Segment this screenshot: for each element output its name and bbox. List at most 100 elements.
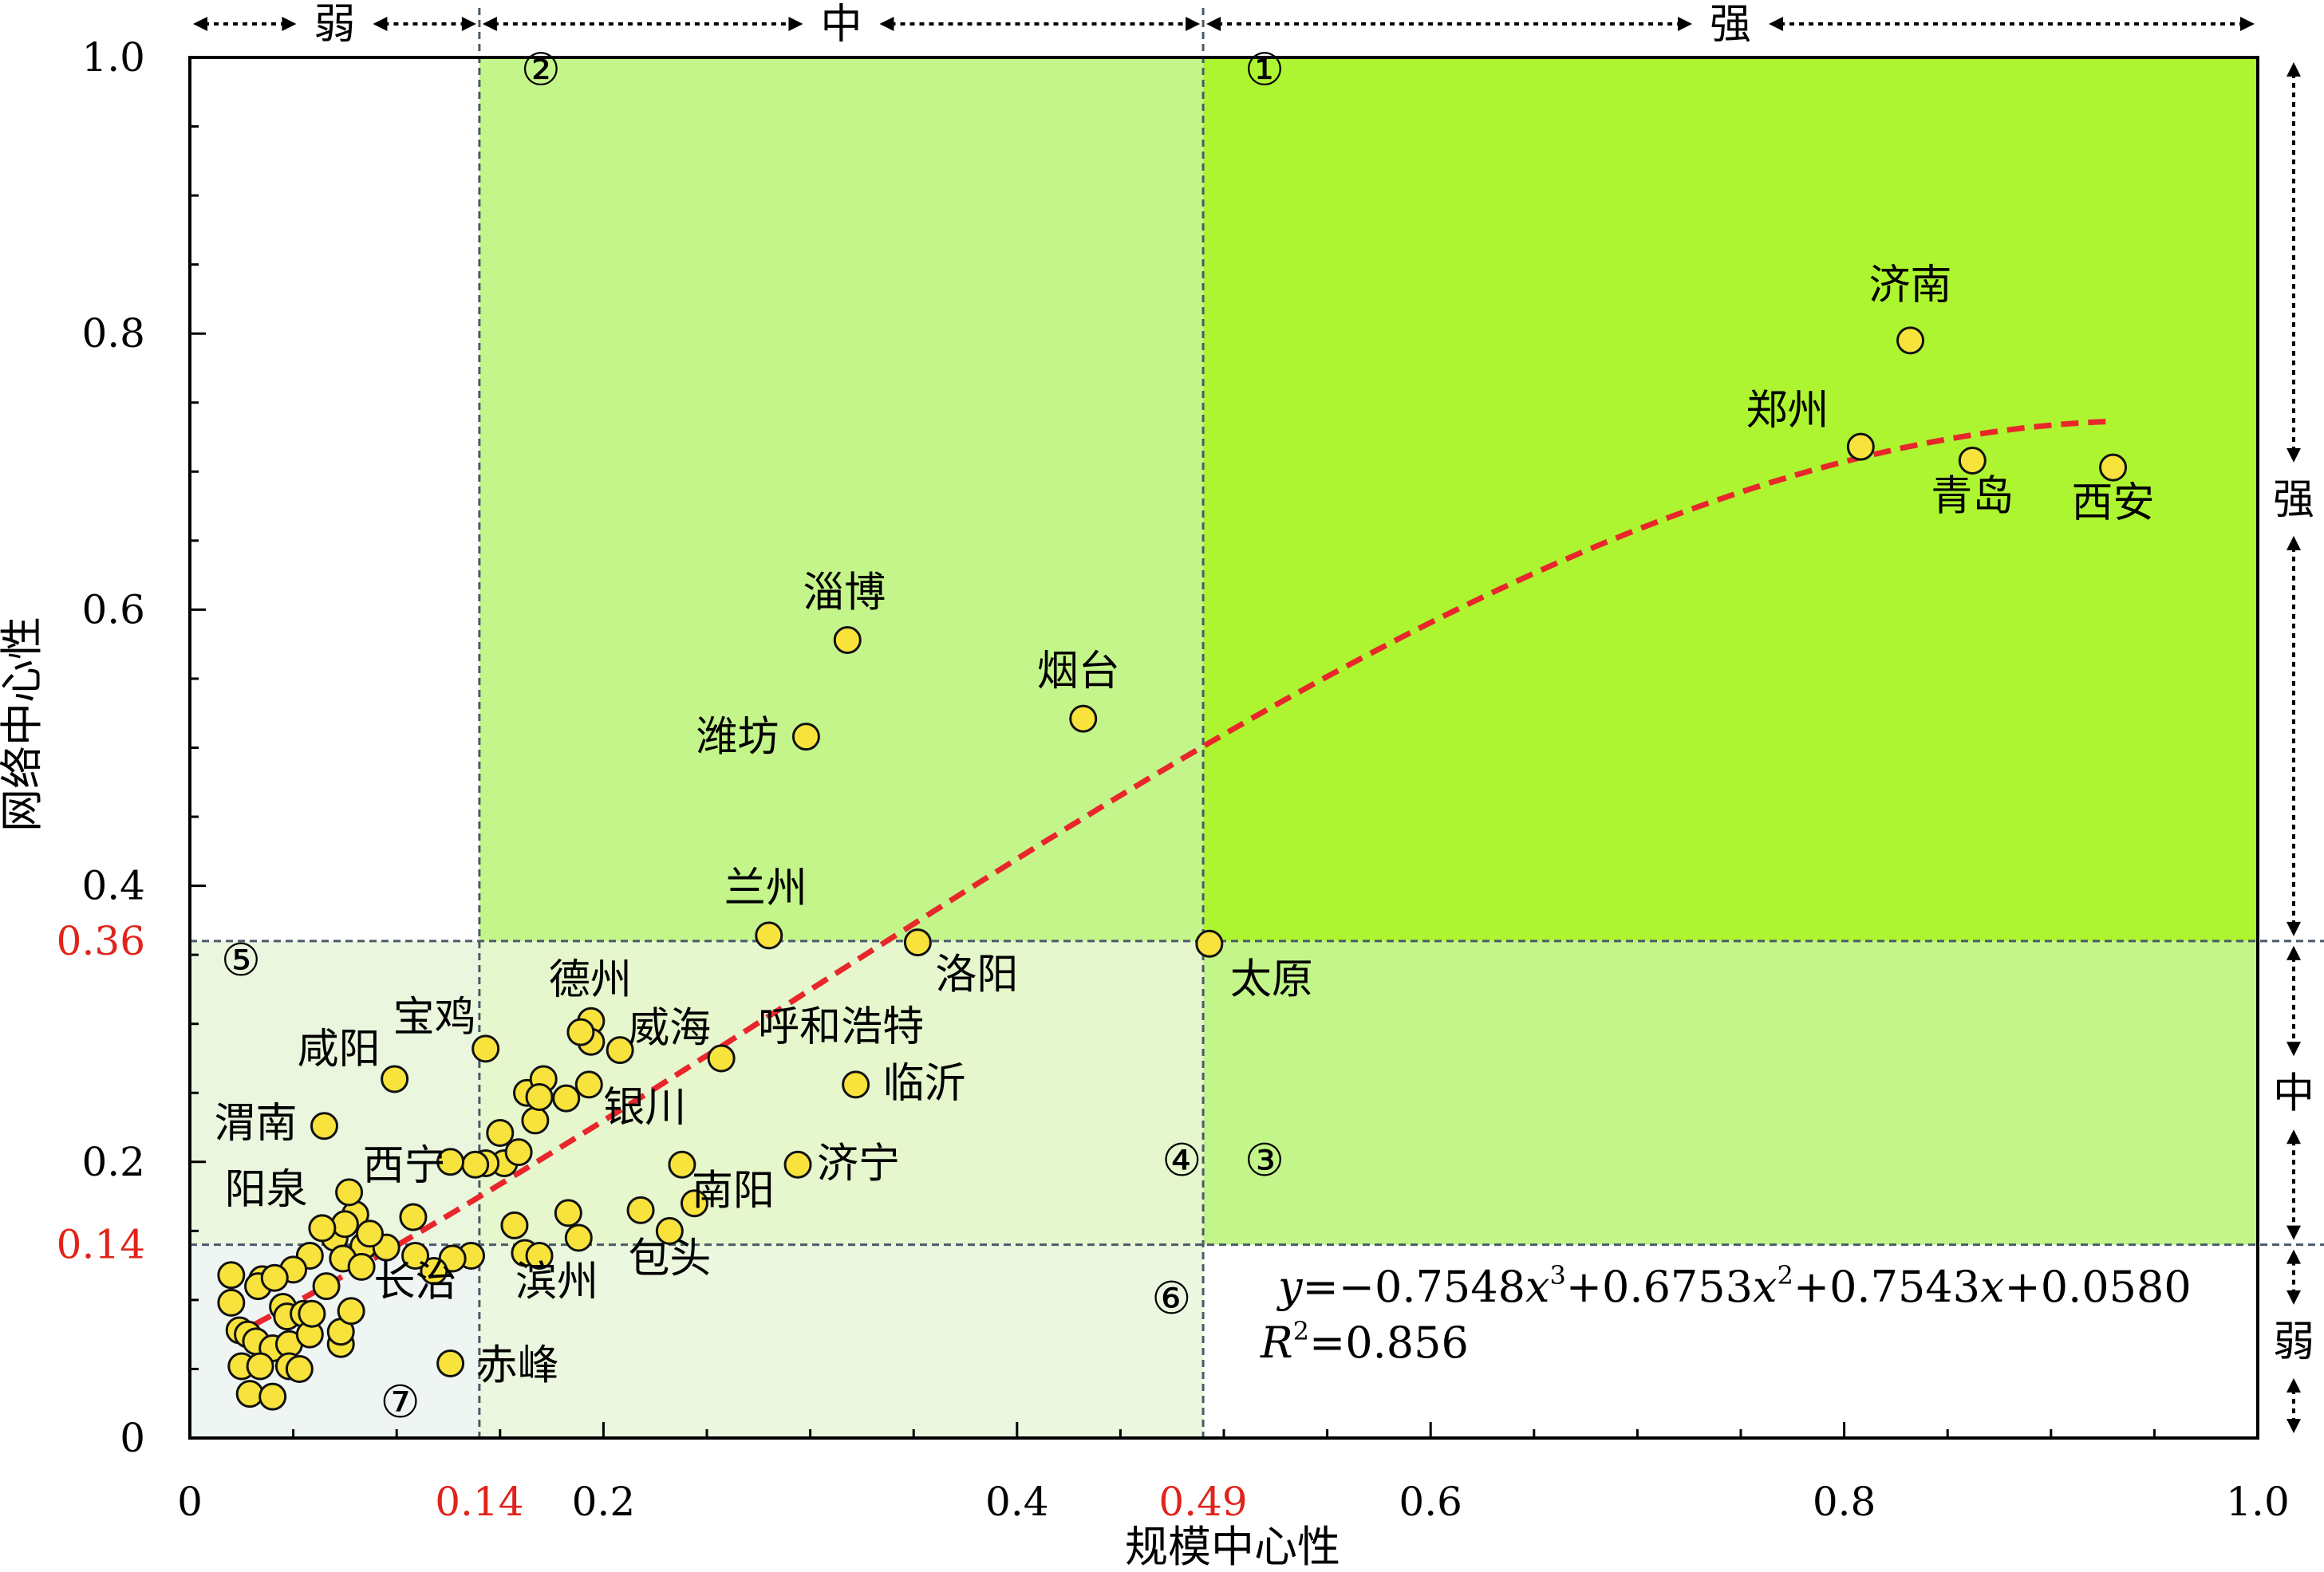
point-label: 济宁 [817,1140,900,1188]
region-1 [1203,57,2258,941]
r2-exponent: 2 [1293,1316,1309,1346]
data-point [246,1352,274,1381]
region-number: ⑤ [221,935,261,987]
band-arrowhead [2287,1290,2301,1305]
band-arrowhead [2240,17,2255,31]
data-point [235,1380,264,1408]
y-tick-label: 1.0 [81,34,145,81]
point-label: 青岛 [1931,472,2014,520]
band-arrowhead [2287,1419,2301,1433]
data-point [258,1382,287,1411]
data-point [554,1199,582,1227]
region-number: ② [521,45,561,97]
band-label-bg [296,0,373,49]
data-point-阳泉 [335,1178,364,1207]
data-point [525,1082,554,1111]
band-arrowhead [1769,17,1784,31]
region-number: ④ [1162,1135,1201,1187]
band-arrowhead [2287,1377,2301,1393]
data-point-赤峰 [436,1349,465,1378]
point-label: 宝鸡 [393,994,476,1042]
data-point [500,1211,529,1239]
point-label: 太原 [1230,955,1313,1003]
data-point [564,1223,593,1252]
band-arrowhead [2287,1225,2301,1240]
data-point-包头 [655,1216,684,1245]
data-point [504,1138,533,1167]
data-points [217,326,2128,1411]
top-band-label: 强 [1710,1,1751,49]
x-tick-label: 1.0 [2226,1479,2290,1525]
data-point [356,1219,385,1248]
equation-coef-1: +0.7543 [1793,1262,1980,1312]
data-point-烟台 [1069,704,1098,733]
equation-coef-3: =−0.7548 [1303,1262,1525,1312]
point-label: 淄博 [803,569,886,617]
data-point-宝鸡 [472,1034,500,1063]
data-point-潍坊 [791,723,820,751]
right-band-label: 中 [2273,1070,2314,1117]
region-number: ⑥ [1151,1273,1191,1325]
point-label: 长治 [374,1259,457,1306]
band-arrowhead [788,17,803,31]
data-point-咸阳 [381,1065,409,1093]
band-arrowhead [2287,1042,2301,1057]
band-arrowhead [2287,1249,2301,1264]
quadrant-regions [190,57,2258,1438]
band-arrowhead [2287,1129,2301,1145]
region-2 [479,57,1204,941]
point-label: 烟台 [1037,648,1120,695]
data-point-德州 [566,1018,595,1046]
band-arrowhead [1186,17,1201,31]
point-label: 西宁 [363,1142,446,1190]
band-arrowhead [879,17,894,31]
y-tick-label: 0.2 [81,1139,145,1185]
data-point [420,1257,448,1286]
region-number: ③ [1245,1135,1284,1187]
threshold-guides [190,8,2324,1438]
x-tick-label: 0.8 [1813,1479,1876,1525]
region-number: ① [1245,45,1284,97]
x-tick-label: 0 [177,1479,203,1525]
y-tick-label: 0.36 [57,918,145,964]
equation-exp-3: 3 [1549,1260,1565,1290]
data-point-临沂 [842,1070,870,1099]
data-point-滨州 [525,1242,554,1271]
band-arrowhead [2287,921,2301,936]
data-point-南阳 [668,1150,696,1179]
band-label-bg [2274,462,2318,536]
data-point-威海 [606,1036,634,1065]
band-arrowhead [1206,17,1221,31]
fit-curve-line [230,418,2113,1340]
data-point [626,1196,655,1224]
data-point-兰州 [755,921,783,950]
data-point-呼和浩特 [707,1044,736,1073]
regression-equation: y=−0.7548x3+0.6753x2+0.7543x+0.0580 R2=0… [1260,1260,2192,1368]
point-label: 包头 [628,1235,711,1282]
data-point [285,1354,314,1383]
point-label: 赤峰 [476,1342,559,1390]
data-point-济宁 [783,1150,812,1179]
data-point-西安 [2099,453,2128,482]
band-arrowhead [373,17,388,31]
point-label: 潍坊 [696,714,779,762]
data-point [312,1272,341,1301]
data-point [330,1210,359,1239]
point-label: 兰州 [724,865,807,912]
svg-text:y=−0.7548x3+0.6753x2+0.7543x+0: y=−0.7548x3+0.6753x2+0.7543x+0.0580 [1276,1260,2192,1312]
data-point [552,1084,581,1113]
y-tick-label: 0.4 [81,863,145,909]
band-label-bg [2274,1056,2318,1130]
point-label: 洛阳 [935,951,1018,999]
data-point-银川 [574,1070,603,1099]
r2-symbol: R [1260,1318,1293,1368]
x-tick-label: 0.6 [1399,1479,1462,1525]
data-point [217,1288,246,1317]
band-arrowhead [193,17,207,31]
y-axis-label: 网络中心性 [0,617,47,832]
region-6 [479,1244,1204,1438]
x-tick-label: 0.2 [572,1479,636,1525]
y-tick-label: 0.6 [81,586,145,632]
